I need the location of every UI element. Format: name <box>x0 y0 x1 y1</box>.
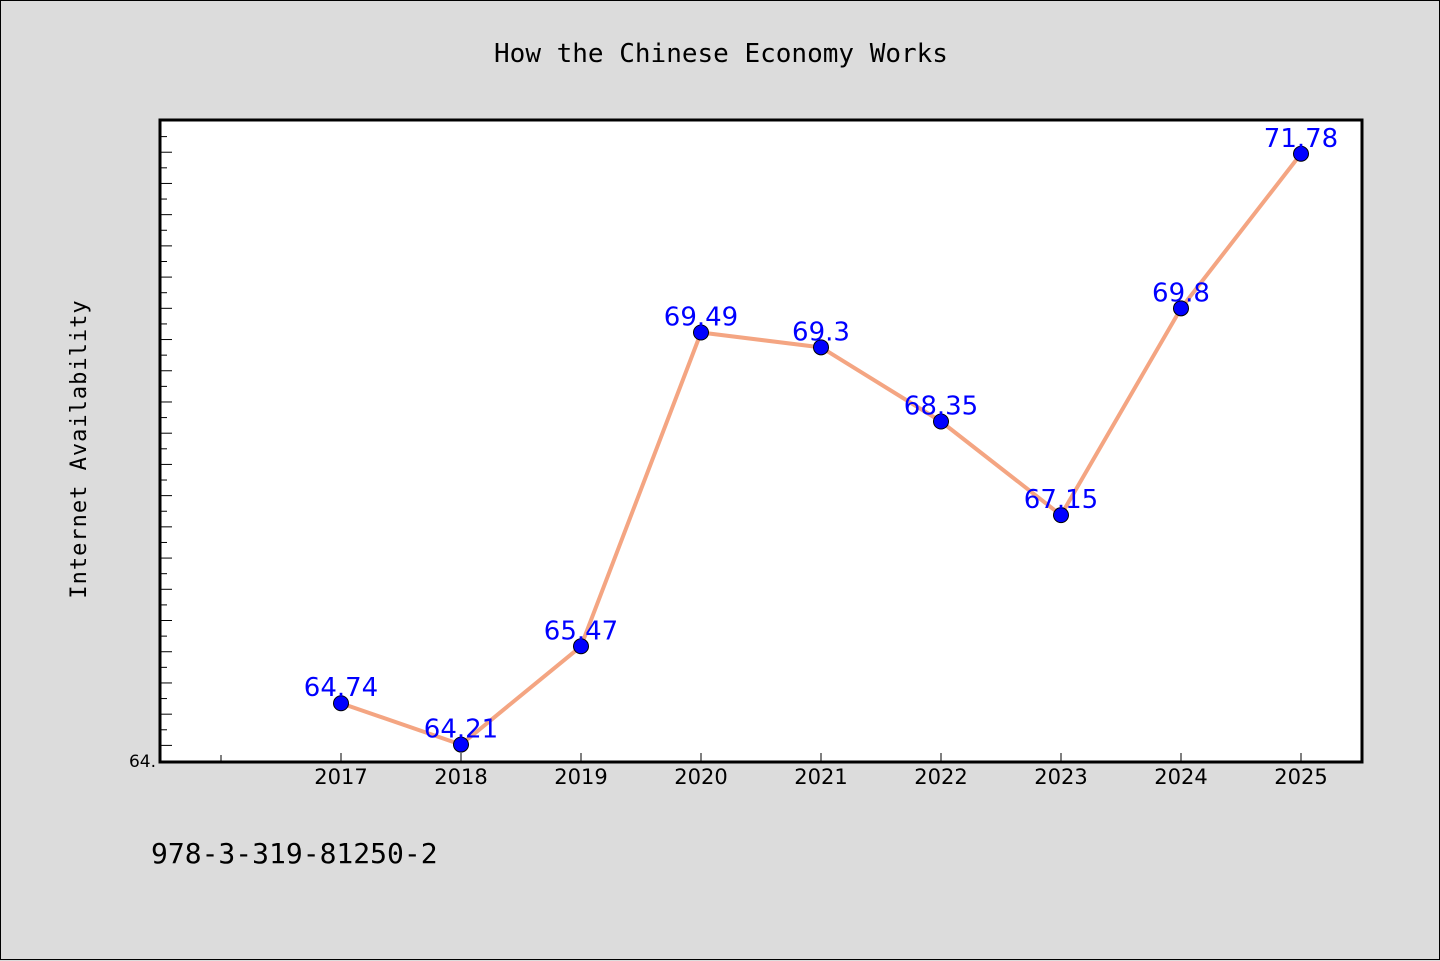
data-point <box>1053 507 1069 524</box>
x-tick-label: 2021 <box>794 765 847 789</box>
y-tick-label: 64. <box>129 752 156 772</box>
data-label: 64.74 <box>304 673 378 703</box>
data-label: 68.35 <box>904 391 978 421</box>
data-label: 67.15 <box>1024 485 1098 515</box>
plot-border <box>158 118 1364 764</box>
y-axis-ticks <box>161 136 172 746</box>
data-point <box>813 339 829 356</box>
data-label: 69.8 <box>1152 278 1210 308</box>
data-label: 65.47 <box>544 616 618 646</box>
data-point <box>573 638 589 655</box>
data-label: 71.78 <box>1264 124 1338 154</box>
data-point <box>1293 145 1309 162</box>
isbn-text: 978-3-319-81250-2 <box>151 837 438 870</box>
data-point <box>933 413 949 430</box>
x-tick-label: 2024 <box>1154 765 1207 789</box>
x-tick-label: 2022 <box>914 765 967 789</box>
x-tick-label: 2023 <box>1034 765 1087 789</box>
x-tick-label: 2017 <box>314 765 367 789</box>
plot-area <box>160 120 1362 762</box>
data-point <box>693 324 709 341</box>
x-tick-label: 2018 <box>434 765 487 789</box>
data-label: 64.21 <box>424 715 498 745</box>
x-tick-label: 2019 <box>554 765 607 789</box>
data-label: 69.3 <box>792 317 850 347</box>
x-tick-label: 2020 <box>674 765 727 789</box>
y-axis-label: Internet Availability <box>67 299 92 598</box>
x-tick-label: 2025 <box>1274 765 1327 789</box>
data-label: 69.49 <box>664 303 738 333</box>
series-layer: 64.74 64.21 65.47 69.49 69.3 68.35 67.15 69.8 71… <box>304 124 1338 753</box>
data-point <box>1173 300 1189 317</box>
chart-title: How the Chinese Economy Works <box>494 39 948 69</box>
data-point <box>453 736 469 753</box>
x-axis-ticks: 2017 2018 2019 2020 2021 2022 2023 2024 2025 <box>220 753 1328 789</box>
data-point <box>333 695 349 712</box>
